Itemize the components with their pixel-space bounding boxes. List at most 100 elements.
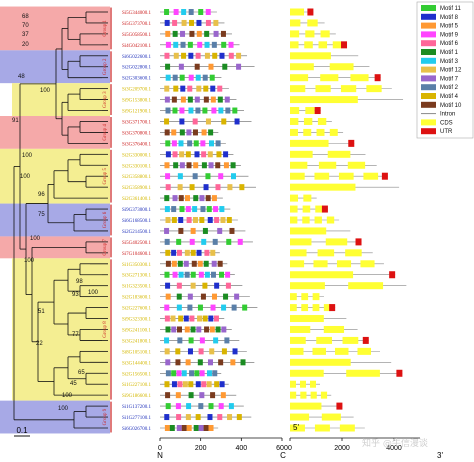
motif-box	[190, 326, 196, 333]
group-label: Group 1	[103, 20, 108, 37]
bootstrap-value: 100	[40, 88, 51, 94]
gene-structure-panel: 0 2000 4000	[288, 8, 420, 452]
motif-box	[201, 151, 207, 158]
motif-box	[189, 30, 195, 37]
cds-box	[314, 424, 330, 432]
gene-id-label: Si1G323500.1	[122, 285, 152, 290]
utr-box	[329, 304, 336, 312]
motif-box	[184, 195, 190, 202]
legend-swatch	[421, 13, 436, 20]
motif-box	[172, 195, 178, 202]
motif-box	[220, 30, 226, 37]
motif-box	[208, 425, 214, 431]
motif-box	[209, 140, 215, 147]
cds-box	[290, 128, 298, 136]
legend-swatch	[421, 57, 436, 64]
motif-box	[196, 326, 202, 333]
motif-box	[178, 315, 184, 322]
gene-axis-tick-label: 0	[288, 445, 292, 452]
motif-box	[186, 217, 192, 223]
motif-box	[206, 206, 212, 213]
cds-box	[315, 85, 331, 93]
gene-id-label: Si9G373000.1	[122, 208, 152, 213]
motif-box	[188, 74, 194, 81]
gene-id-label: Si9G121900.1	[122, 110, 152, 115]
motif-box	[164, 425, 170, 431]
legend-swatch	[421, 49, 436, 55]
cds-box	[321, 413, 341, 421]
motif-box	[182, 381, 188, 388]
motif-box	[239, 184, 245, 191]
cds-box	[305, 107, 315, 115]
motif-box	[232, 348, 238, 355]
gene-id-label: Si1G277100.1	[122, 416, 152, 421]
cds-box	[290, 271, 354, 279]
utr-box	[374, 74, 381, 82]
motif-box	[164, 315, 170, 322]
group-label: Group 5	[103, 167, 108, 184]
utr-box	[389, 271, 396, 279]
motif-box	[218, 403, 224, 410]
bootstrap-value: 100	[88, 290, 99, 296]
bootstrap-value: 100	[24, 258, 35, 264]
motif-box	[188, 392, 194, 399]
motif-box	[184, 271, 190, 278]
cds-box	[290, 347, 304, 355]
motif-box	[210, 392, 216, 399]
motif-box	[201, 238, 207, 245]
motif-box	[228, 403, 234, 410]
motif-axis-right-label: C	[280, 451, 286, 460]
motif-panel: 0 200 400 600	[158, 9, 288, 452]
motif-box	[214, 282, 220, 289]
motif-box	[203, 260, 209, 267]
motif-box	[194, 63, 200, 70]
gene-id-label: Si3G209700.1	[122, 88, 152, 93]
gene-id-label: Si1G350300.1	[122, 263, 152, 268]
motif-box	[192, 173, 198, 180]
motif-box	[197, 304, 203, 311]
motif-box	[190, 271, 196, 278]
motif-box	[171, 260, 177, 267]
motif-box	[215, 184, 221, 191]
motif-box	[189, 19, 195, 26]
motif-box	[165, 30, 171, 37]
bootstrap-values: 68 70 37 20 48 100 91 100 100 96 75 100 100 98 93 100 51…	[12, 14, 99, 412]
motif-box	[188, 107, 194, 114]
group-label: Group 3	[103, 91, 108, 108]
group-label: Group 4	[103, 124, 108, 141]
legend-swatch	[421, 128, 436, 135]
motif-box	[204, 249, 210, 256]
motif-box	[175, 403, 181, 410]
motif-box	[189, 370, 195, 377]
cds-box	[323, 304, 331, 312]
cds-box	[290, 85, 306, 93]
motif-box	[210, 96, 216, 103]
axes: N C 5' 3' 0.1 知乎 @牛信漫谈	[16, 423, 443, 460]
motif-box	[181, 9, 187, 15]
bootstrap-value: 70	[22, 23, 29, 29]
motif-box	[192, 206, 198, 213]
motif-box	[189, 315, 195, 322]
motif-box	[188, 381, 194, 388]
legend-label: Motif 10	[440, 103, 462, 109]
cds-box	[329, 63, 354, 71]
cds-box	[290, 238, 312, 246]
motif-box	[176, 293, 182, 300]
motif-box	[192, 129, 198, 136]
motif-box	[187, 348, 193, 355]
motif-box	[190, 249, 196, 256]
motif-box	[221, 304, 227, 311]
legend-label: Motif 4	[440, 94, 459, 100]
motif-box	[181, 425, 187, 431]
motif-box	[213, 206, 219, 213]
cds-box	[290, 413, 310, 421]
motif-box	[193, 140, 199, 147]
motif-box	[176, 414, 182, 421]
motif-box	[217, 96, 223, 103]
motif-box	[208, 129, 214, 136]
motif-box	[181, 370, 187, 377]
motif-box	[178, 195, 184, 202]
cds-box	[290, 424, 305, 432]
motif-box	[220, 392, 226, 399]
cds-box	[290, 74, 309, 82]
